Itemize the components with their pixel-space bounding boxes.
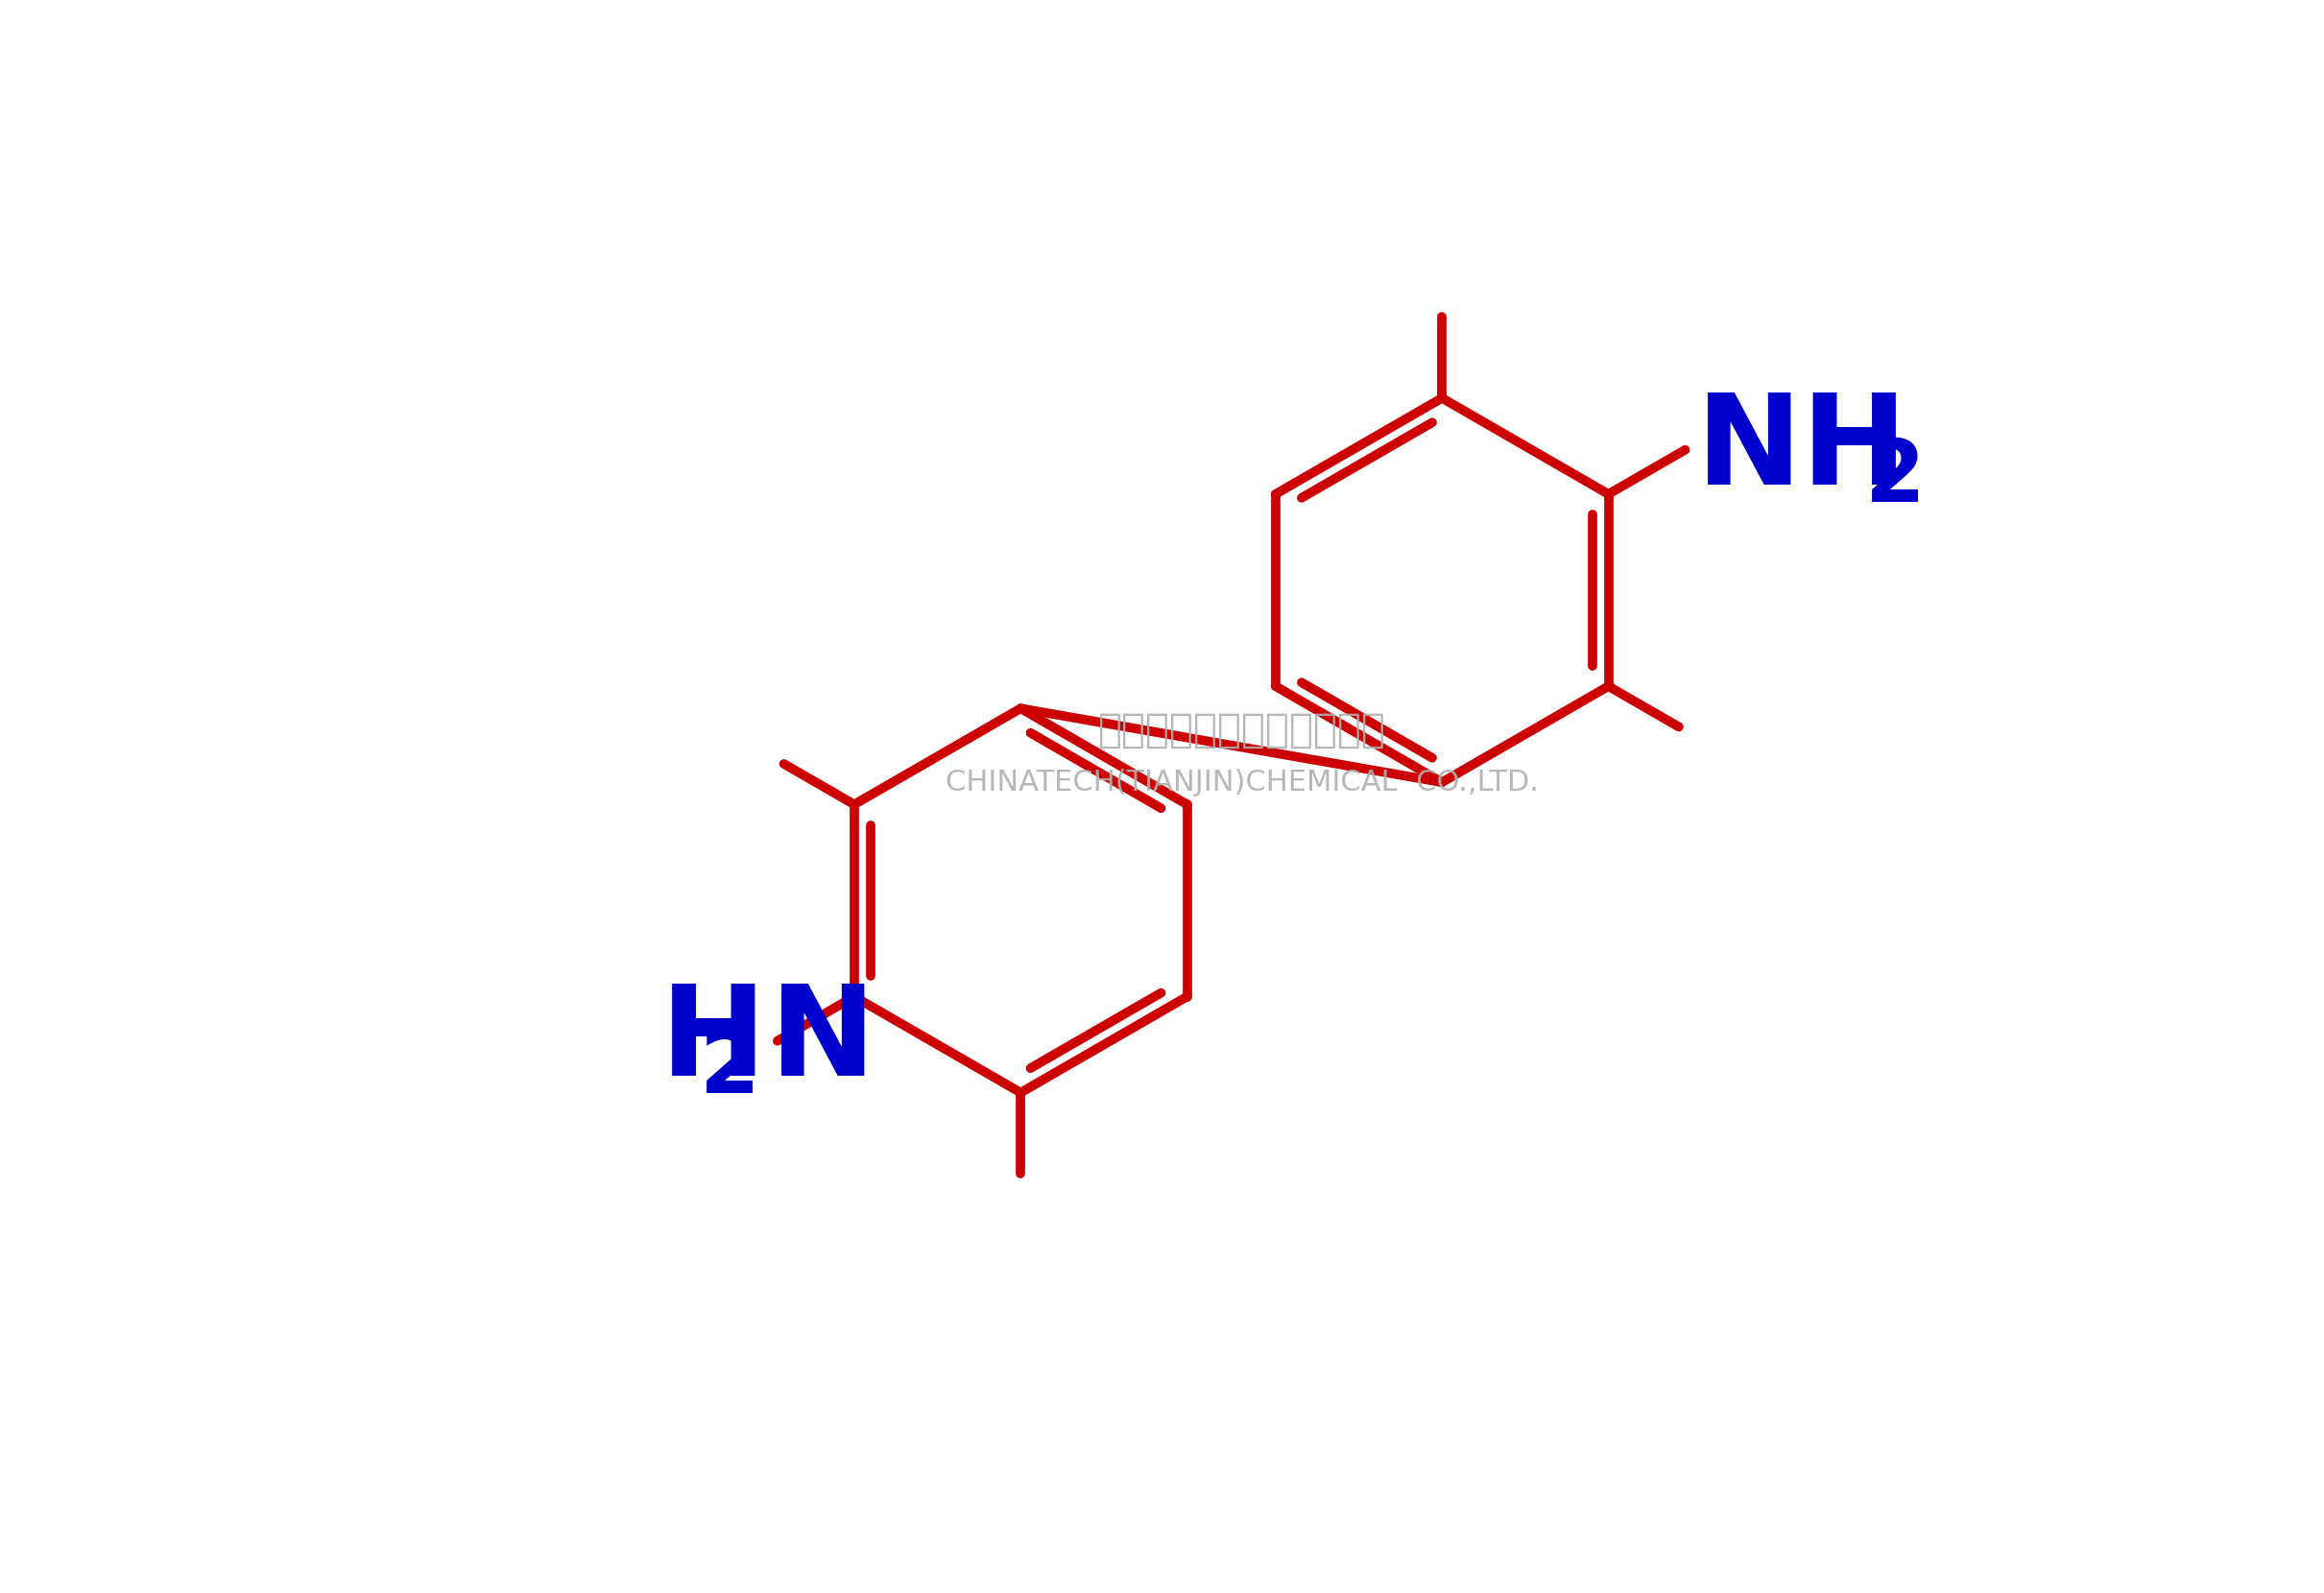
Text: CHINATECH(TIANJIN)CHEMICAL  CO.,LTD.: CHINATECH(TIANJIN)CHEMICAL CO.,LTD. [946, 768, 1538, 796]
Text: N: N [769, 980, 876, 1102]
Text: H: H [660, 980, 767, 1102]
Text: 天津众泰材料科技有限公司: 天津众泰材料科技有限公司 [1099, 710, 1387, 750]
Text: 2: 2 [1864, 435, 1924, 519]
Text: NH: NH [1697, 389, 1908, 511]
Text: 2: 2 [700, 1027, 760, 1112]
